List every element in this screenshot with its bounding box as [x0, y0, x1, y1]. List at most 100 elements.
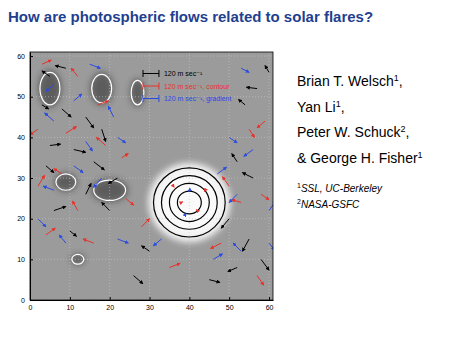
flow-vector	[134, 276, 143, 284]
flow-vector	[122, 154, 129, 158]
flow-vector	[96, 137, 105, 145]
x-tick: 50	[226, 297, 234, 311]
flow-vector	[238, 99, 245, 104]
y-tick: 50	[17, 93, 33, 100]
flow-vector	[173, 186, 175, 187]
flow-vector	[126, 198, 134, 205]
y-tick-mark	[30, 259, 33, 260]
flow-vector	[46, 85, 54, 92]
contour-line	[92, 74, 112, 102]
flow-vector	[153, 239, 161, 246]
flow-vector	[54, 206, 66, 210]
x-tick-label: 30	[146, 304, 154, 311]
legend-cap	[158, 83, 159, 90]
x-tick: 20	[106, 297, 114, 311]
author-separator: ,	[406, 124, 410, 140]
flow-vector	[42, 105, 49, 109]
flow-vector	[83, 239, 94, 243]
flow-vector	[108, 178, 117, 183]
flow-vector	[74, 166, 83, 173]
flow-vector	[223, 177, 230, 186]
author-separator: ,	[399, 73, 403, 89]
vector-series	[42, 66, 269, 284]
flow-vector	[242, 239, 249, 251]
contour-line	[153, 168, 225, 237]
y-tick: 20	[17, 215, 33, 222]
flow-vector	[46, 166, 54, 173]
y-tick: 40	[17, 134, 33, 141]
x-tick-mark	[189, 297, 190, 300]
vector-series	[38, 64, 273, 259]
flow-vector	[42, 60, 51, 64]
flow-vector	[246, 87, 257, 88]
y-tick: 30	[17, 175, 33, 182]
field-patch	[38, 70, 61, 107]
flow-vector	[66, 127, 77, 134]
flow-vector	[46, 228, 55, 235]
flow-vector	[269, 201, 273, 210]
grid-line-x	[109, 52, 110, 300]
legend-cap	[158, 70, 159, 77]
flow-vector	[249, 129, 254, 137]
flow-vector	[74, 150, 86, 153]
field-patch	[130, 79, 145, 107]
legend-symbol	[143, 70, 159, 77]
x-tick-mark	[229, 297, 230, 300]
flow-vector	[94, 178, 102, 187]
flow-vector	[86, 183, 91, 194]
flow-vector	[241, 68, 249, 72]
y-tick-label: 0	[21, 297, 25, 304]
x-axis-line	[31, 300, 274, 301]
flow-vector	[257, 121, 265, 128]
flow-vector	[59, 235, 66, 243]
grid-line-y	[30, 56, 273, 57]
flow-vector	[45, 113, 54, 121]
flow-vector	[71, 68, 78, 76]
flow-vector	[74, 94, 82, 101]
legend-symbol	[143, 83, 159, 90]
y-tick-mark	[30, 137, 33, 138]
y-axis-line	[30, 53, 31, 301]
contour-line	[40, 72, 60, 105]
flow-vector	[196, 209, 197, 211]
author-name: Brian T. Welsch	[297, 73, 394, 89]
legend-bar	[143, 86, 159, 87]
grid-line-y	[30, 259, 273, 260]
legend-symbol	[143, 95, 159, 102]
legend-item: 120 m sec⁻¹, contour	[143, 83, 230, 90]
flow-vector	[102, 202, 110, 210]
flow-vector	[43, 186, 54, 190]
legend-label: 120 m sec⁻¹, contour	[164, 83, 230, 90]
flow-vector	[228, 267, 237, 271]
legend-cap	[143, 83, 144, 90]
x-tick: 10	[66, 297, 74, 311]
y-tick-mark	[30, 97, 33, 98]
y-tick: 0	[21, 297, 33, 304]
x-tick-label: 50	[226, 304, 234, 311]
flow-vector	[102, 129, 106, 141]
author-name: Peter W. Schuck	[297, 124, 401, 140]
x-tick-label: 60	[266, 304, 274, 311]
legend-label: 120 m sec⁻¹, gradient	[164, 95, 232, 103]
flow-vector	[229, 194, 237, 202]
legend-bar	[143, 98, 159, 99]
flow-vector	[181, 201, 182, 203]
y-tick-label: 50	[17, 93, 25, 100]
flow-vector	[217, 167, 226, 174]
y-tick-mark	[30, 219, 33, 220]
author: & George H. Fisher1	[297, 150, 423, 166]
flow-vector	[221, 219, 229, 228]
grid-layer	[30, 52, 273, 300]
author-list: Brian T. Welsch1,Yan Li1,Peter W. Schuck…	[297, 73, 423, 166]
x-tick-mark	[150, 297, 151, 300]
flow-vector	[86, 117, 94, 128]
y-tick-mark	[30, 178, 33, 179]
author-affiliation-mark: 1	[418, 150, 423, 160]
author-name: & George H. Fisher	[297, 150, 418, 166]
grid-line-x	[269, 52, 270, 300]
affiliation-list: 1SSL, UC-Berkeley2NASA-GSFC	[297, 182, 383, 210]
flow-vector	[50, 144, 61, 145]
field-layer	[38, 70, 230, 265]
flow-vector	[142, 219, 150, 227]
x-tick: 60	[266, 297, 274, 311]
